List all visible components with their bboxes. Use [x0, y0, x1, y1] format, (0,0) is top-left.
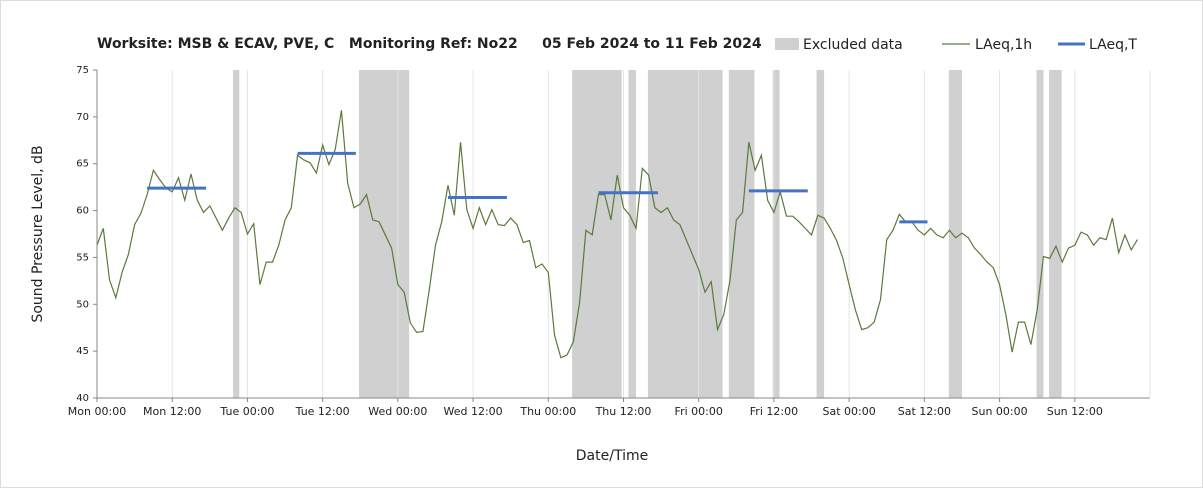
excluded-band — [816, 70, 825, 398]
y-tick-label: 50 — [76, 299, 89, 310]
x-tick-label: Sat 00:00 — [823, 405, 876, 418]
plot — [96, 70, 1138, 398]
excluded-band — [1036, 70, 1044, 398]
y-tick-label: 60 — [76, 206, 89, 217]
x-tick-label: Mon 12:00 — [143, 405, 201, 418]
y-tick-label: 75 — [76, 65, 89, 76]
x-tick-label: Fri 00:00 — [675, 405, 723, 418]
excluded-band — [1049, 70, 1062, 398]
excluded-band — [572, 70, 622, 398]
excluded-band — [948, 70, 962, 398]
x-tick-label: Thu 00:00 — [519, 405, 576, 418]
legend-label: Excluded data — [803, 37, 903, 53]
chart-title: Worksite: MSB & ECAV, PVE, C Monitoring … — [97, 36, 762, 52]
x-tick-label: Wed 00:00 — [368, 405, 427, 418]
y-tick-label: 55 — [76, 252, 89, 263]
y-tick-label: 40 — [76, 393, 89, 404]
x-tick-label: Sun 00:00 — [972, 405, 1028, 418]
excluded-band — [233, 70, 240, 398]
legend-label: LAeq,1h — [975, 37, 1032, 53]
x-tick-label: Tue 00:00 — [219, 405, 274, 418]
legend-label: LAeq,T — [1089, 37, 1137, 53]
y-tick-label: 70 — [76, 112, 89, 123]
x-tick-label: Fri 12:00 — [750, 405, 798, 418]
excluded-band — [628, 70, 637, 398]
excluded-band — [647, 70, 723, 398]
legend-swatch — [775, 38, 799, 50]
x-tick-label: Sun 12:00 — [1047, 405, 1103, 418]
y-axis-label: Sound Pressure Level, dB — [30, 145, 46, 322]
line-series — [96, 110, 1138, 359]
x-tick-label: Wed 12:00 — [443, 405, 502, 418]
excluded-band — [358, 70, 410, 398]
x-tick-label: Sat 12:00 — [898, 405, 951, 418]
excluded-band — [772, 70, 780, 398]
x-tick-label: Thu 12:00 — [595, 405, 652, 418]
x-tick-label: Tue 12:00 — [295, 405, 350, 418]
x-axis-label: Date/Time — [576, 448, 648, 464]
y-tick-label: 45 — [76, 346, 89, 357]
y-tick-label: 65 — [76, 159, 89, 170]
excluded-band — [728, 70, 755, 398]
x-tick-label: Mon 00:00 — [68, 405, 126, 418]
